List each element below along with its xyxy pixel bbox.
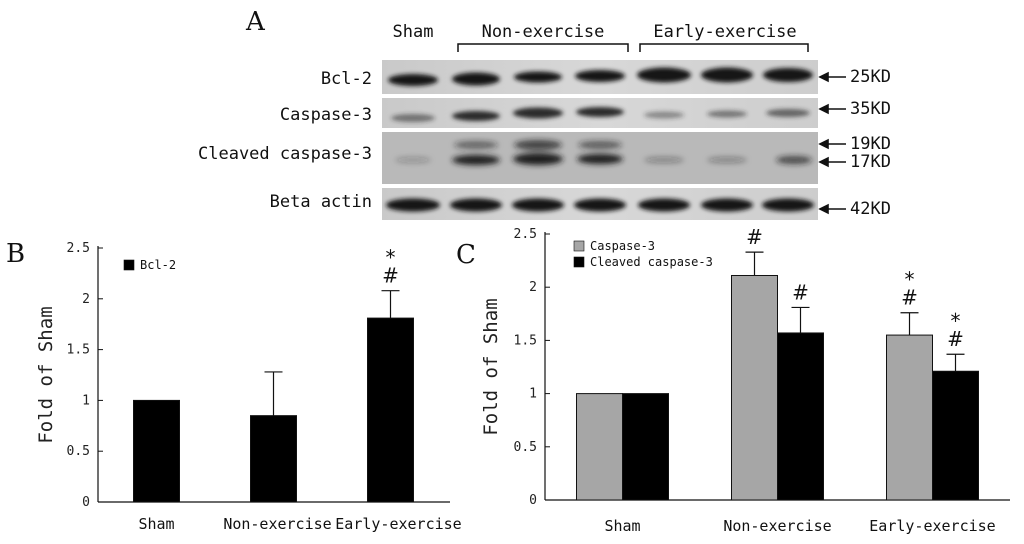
blot-strip-beta-actin <box>382 188 818 220</box>
chart-b-category-label: Sham <box>138 515 174 533</box>
chart-b-significance-mark: * <box>386 246 396 270</box>
blot-strip-cleaved-caspase3 <box>382 132 818 184</box>
chart-b-ytick-label: 0 <box>82 495 90 510</box>
blot-group-early-exercise: Early-exercise <box>653 22 796 42</box>
blot-row-label-bcl2: Bcl-2 <box>321 69 372 89</box>
blot-strip-bcl2 <box>382 60 818 94</box>
chart-c-bar <box>731 274 778 501</box>
chart-c-ytick-label: 2 <box>529 280 537 295</box>
chart-c-ytick-label: 0.5 <box>514 440 537 455</box>
blot-row-label-beta-actin: Beta actin <box>270 192 372 212</box>
chart-c-ylabel: Fold of Sham <box>480 298 502 435</box>
panel-b-label: B <box>6 239 25 269</box>
chart-c-significance-mark: # <box>746 225 763 249</box>
chart-c-bar <box>777 332 824 501</box>
chart-b-significance-mark: # <box>382 264 399 288</box>
chart-c-ytick-label: 0 <box>529 493 537 508</box>
blot-row-label-cleaved-caspase3: Cleaved caspase-3 <box>198 144 372 164</box>
chart-c-significance-mark: # <box>901 286 918 310</box>
chart-c-bar <box>576 393 623 501</box>
chart-b-legend-label: Bcl-2 <box>140 258 176 272</box>
panel-c-label: C <box>456 240 476 270</box>
chart-c-category-label: Early-exercise <box>869 517 995 535</box>
marker-35kd: 35KD <box>850 99 891 119</box>
chart-b-bar <box>250 415 297 503</box>
chart-c-legend-label: Caspase-3 <box>590 239 655 253</box>
chart-c-category-label: Sham <box>604 517 640 535</box>
chart-c-significance-mark: # <box>947 327 964 351</box>
chart-c-bar <box>932 370 979 501</box>
chart-b-bar <box>133 399 180 503</box>
chart-c-significance-mark: * <box>905 268 915 292</box>
chart-c-ytick-label: 1 <box>529 387 537 402</box>
blot-row-label-caspase3: Caspase-3 <box>280 105 372 125</box>
chart-b-ytick-label: 1.5 <box>67 343 90 358</box>
chart-b-ytick-label: 2.5 <box>67 241 90 256</box>
blot-strip-caspase3 <box>382 98 818 128</box>
marker-19kd: 19KD <box>850 134 891 154</box>
chart-c-bar <box>622 393 669 501</box>
chart-c-legend-swatch <box>573 240 585 252</box>
chart-c-bar <box>886 334 933 501</box>
chart-b-ytick-label: 1 <box>82 393 90 408</box>
chart-b-ytick-label: 2 <box>82 292 90 307</box>
chart-b-category-label: Non-exercise <box>223 515 331 533</box>
chart-c-ytick-label: 2.5 <box>514 227 537 242</box>
chart-caspase3: 0 0.5 1 1.5 2 2.5 Fold of Sham Sham Non-exercise… <box>480 225 1010 535</box>
chart-b-legend-swatch <box>123 259 135 271</box>
bracket-non-exercise <box>457 43 629 52</box>
blot-group-non-exercise: Non-exercise <box>482 22 605 42</box>
marker-arrows <box>818 71 846 215</box>
chart-c-ytick-label: 1.5 <box>514 333 537 348</box>
chart-b-ytick-label: 0.5 <box>67 444 90 459</box>
chart-c-legend-label: Cleaved caspase-3 <box>590 255 713 269</box>
chart-b-bar <box>367 317 414 503</box>
panel-a-label: A <box>245 7 266 37</box>
chart-c-legend-swatch <box>573 256 585 268</box>
marker-25kd: 25KD <box>850 67 891 87</box>
bracket-early-exercise <box>639 43 809 52</box>
chart-c-category-label: Non-exercise <box>723 517 831 535</box>
blot-group-sham: Sham <box>393 22 434 42</box>
chart-b-category-label: Early-exercise <box>335 515 461 533</box>
chart-c-significance-mark: # <box>792 280 809 304</box>
marker-17kd: 17KD <box>850 152 891 172</box>
marker-42kd: 42KD <box>850 199 891 219</box>
chart-c-significance-mark: * <box>951 309 961 333</box>
chart-b-ylabel: Fold of Sham <box>35 306 57 443</box>
chart-bcl2: 0 0.5 1 1.5 2 2.5 Fold of Sham Sham Non-exercise… <box>35 241 462 533</box>
